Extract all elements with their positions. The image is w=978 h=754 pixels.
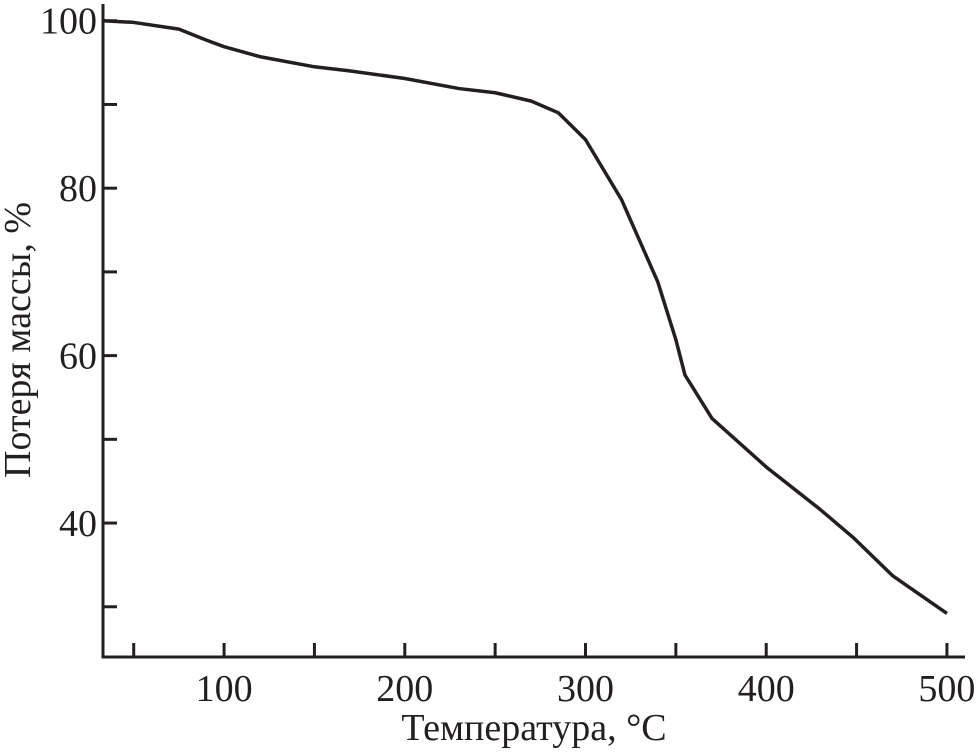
x-axis-label: Температура, °C xyxy=(401,707,666,749)
x-tick-label: 400 xyxy=(738,668,795,710)
data-line xyxy=(102,18,948,615)
y-axis-label: Потеря массы, % xyxy=(0,202,39,478)
y-tick-label: 60 xyxy=(59,336,97,378)
y-tick-label: 80 xyxy=(59,168,97,210)
x-tick-label: 500 xyxy=(918,668,975,710)
y-tick-label: 40 xyxy=(59,503,97,545)
y-tick-label: 100 xyxy=(40,1,97,43)
x-tick-label: 300 xyxy=(557,668,614,710)
x-tick-label: 100 xyxy=(196,668,253,710)
x-tick-label: 200 xyxy=(376,668,433,710)
